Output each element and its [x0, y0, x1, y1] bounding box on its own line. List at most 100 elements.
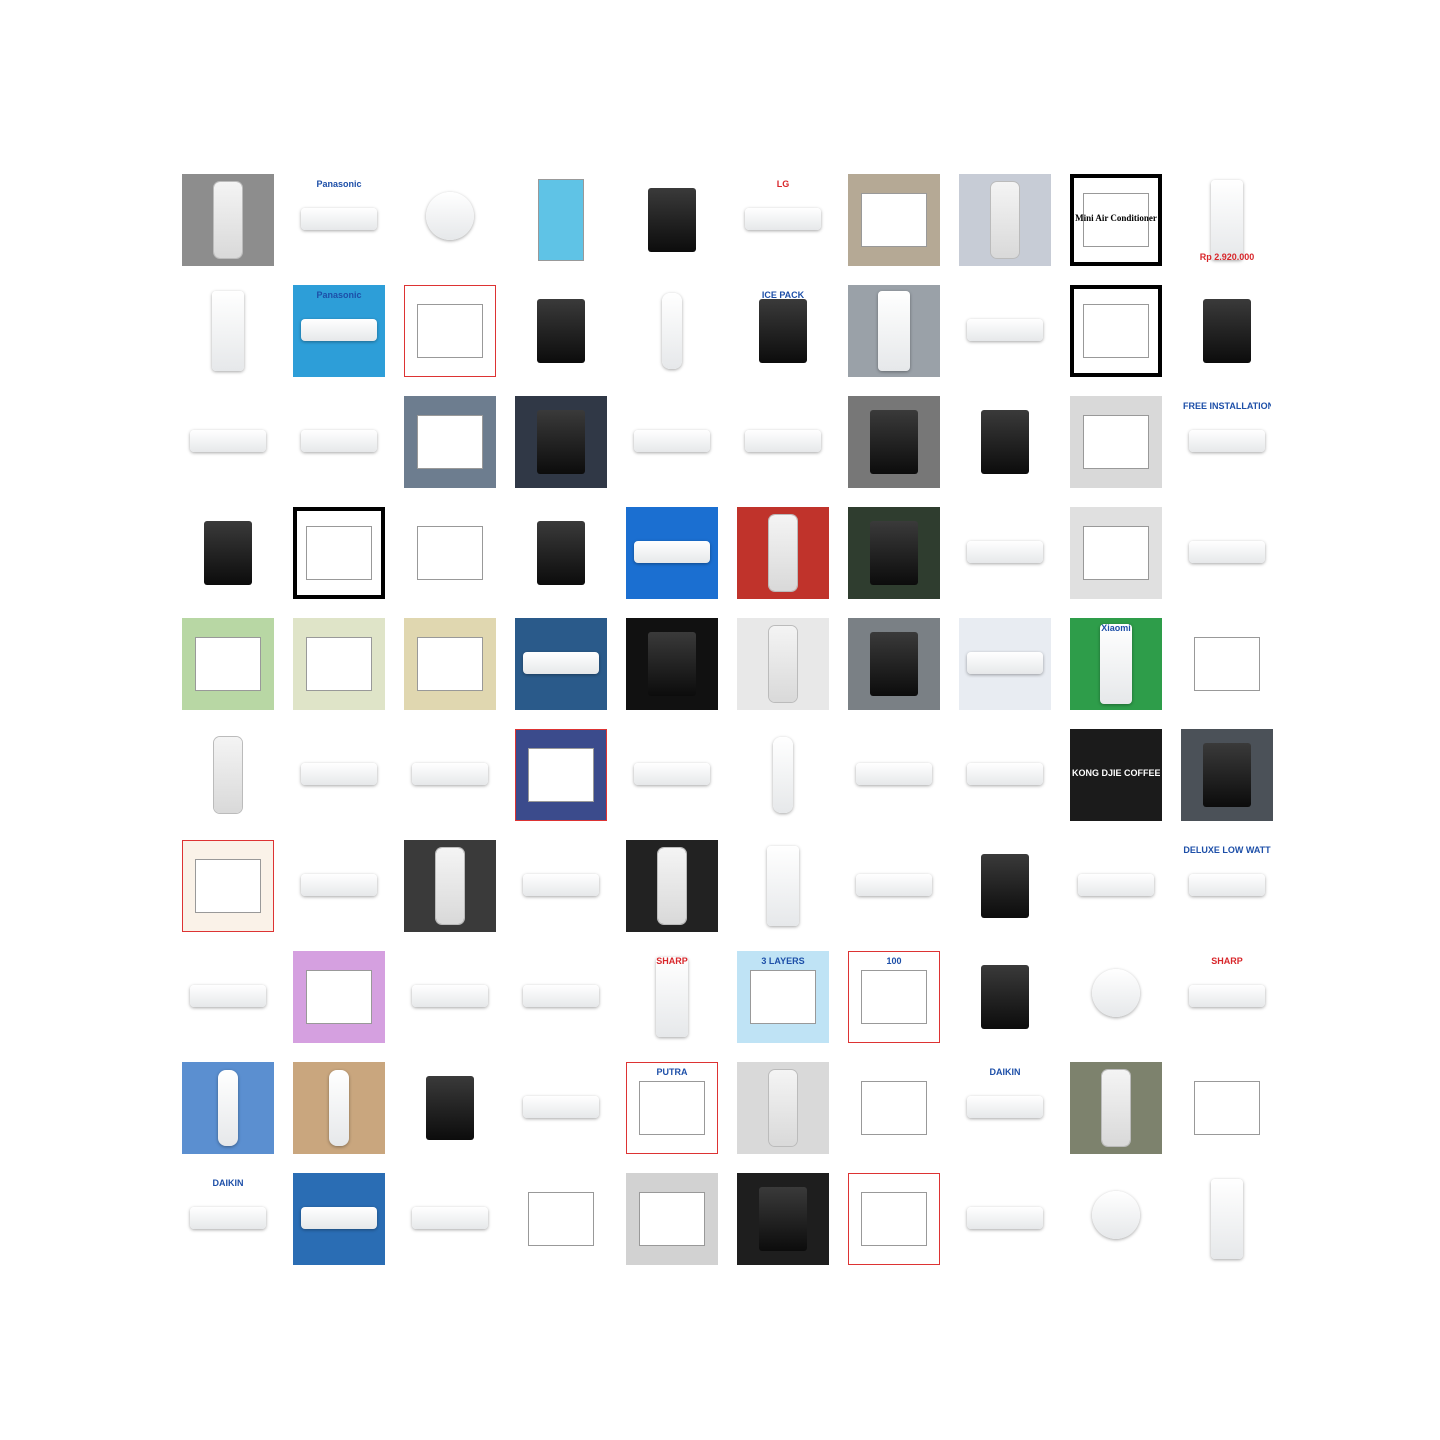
thumbnail-ac-unit-13[interactable]: [846, 838, 942, 934]
thumbnail-cube-shelf[interactable]: [624, 616, 720, 712]
thumbnail-portable-cooler[interactable]: [291, 505, 387, 601]
thumbnail-ac-unit-15[interactable]: [180, 949, 276, 1045]
thumbnail-mask-ad[interactable]: 100: [846, 949, 942, 1045]
thumbnail-ice-pack-cooler[interactable]: ICE PACK: [735, 283, 831, 379]
thumbnail-ac-unit-16[interactable]: [402, 949, 498, 1045]
thumbnail-ac-unit-18[interactable]: [957, 1171, 1053, 1267]
thumbnail-ac-remote[interactable]: [180, 172, 276, 268]
thumbnail-battery-charger[interactable]: [180, 505, 276, 601]
thumbnail-air-purifiers[interactable]: [1068, 283, 1164, 379]
thumbnail-ac-stock[interactable]: [957, 616, 1053, 712]
thumbnail-ac-unit-5[interactable]: [957, 505, 1053, 601]
thumbnail-remote-closeup[interactable]: [957, 172, 1053, 268]
thumbnail-wall-device[interactable]: [735, 616, 831, 712]
thumbnail-ac-unit-9[interactable]: [846, 727, 942, 823]
thumbnail-cabinet[interactable]: [846, 283, 942, 379]
thumbnail-wall-fan[interactable]: [1068, 949, 1164, 1045]
thumbnail-bag[interactable]: [291, 616, 387, 712]
thumbnail-ac-unit-17[interactable]: [513, 949, 609, 1045]
thumbnail-remote-dark-bg[interactable]: [624, 838, 720, 934]
thumbnail-control-panel[interactable]: [402, 616, 498, 712]
thumbnail-ac-brochure[interactable]: [624, 505, 720, 601]
thumbnail-black-fridge[interactable]: [1179, 283, 1275, 379]
thumbnail-blue-device[interactable]: [1068, 1171, 1164, 1267]
thumbnail-remotes-green[interactable]: [1068, 1060, 1164, 1156]
thumbnail-watch-ad[interactable]: [735, 1171, 831, 1267]
thumbnail-remotes-pack[interactable]: [402, 394, 498, 490]
thumbnail-sharp-portable[interactable]: SHARP: [624, 949, 720, 1045]
thumbnail-ac-spec-sheet[interactable]: [402, 283, 498, 379]
thumbnail-lg-fridge-promo[interactable]: Rp 2.920.000: [1179, 172, 1275, 268]
thumbnail-deluxe-low-watt[interactable]: DELUXE LOW WATT: [1179, 838, 1275, 934]
thumbnail-filter-tray[interactable]: [1068, 505, 1164, 601]
thumbnail-room[interactable]: [1068, 394, 1164, 490]
thumbnail-sanitizer-bottle[interactable]: [291, 1060, 387, 1156]
thumbnail-ac-unit-3[interactable]: [291, 394, 387, 490]
thumbnail-ac-unit-6[interactable]: [1179, 505, 1275, 601]
thumbnail-remote-tall[interactable]: [402, 838, 498, 934]
thumbnail-battery-pack[interactable]: [1179, 727, 1275, 823]
thumbnail-portable-ac[interactable]: [1179, 1171, 1275, 1267]
thumbnail-ac-parts[interactable]: [513, 394, 609, 490]
thumbnail-panasonic-ac-2[interactable]: Panasonic: [291, 283, 387, 379]
thumbnail-multimeter[interactable]: [957, 949, 1053, 1045]
thumbnail-ac-install[interactable]: [846, 616, 942, 712]
thumbnail-ac-refund-promo[interactable]: [291, 1171, 387, 1267]
thumbnail-bottle[interactable]: [624, 283, 720, 379]
thumbnail-ac-design[interactable]: [735, 394, 831, 490]
thumbnail-poster[interactable]: [513, 727, 609, 823]
thumbnail-ac-promo[interactable]: [513, 1060, 609, 1156]
thumbnail-mini-fans[interactable]: [291, 949, 387, 1045]
thumbnail-kong-djie-coffee[interactable]: KONG DJIE COFFEE: [1068, 727, 1164, 823]
thumbnail-ac-unit-10[interactable]: [957, 727, 1053, 823]
thumbnail-daikin-ac-2[interactable]: DAIKIN: [180, 1171, 276, 1267]
thumbnail-sharp-ac[interactable]: SHARP: [1179, 949, 1275, 1045]
thumbnail-ac-remote-pack[interactable]: [735, 505, 831, 601]
thumbnail-stickers[interactable]: [846, 1060, 942, 1156]
thumbnail-dispenser[interactable]: [957, 394, 1053, 490]
thumbnail-handheld-fan[interactable]: [402, 172, 498, 268]
thumbnail-ac-unit-7[interactable]: [291, 727, 387, 823]
thumbnail-daikin-ac[interactable]: DAIKIN: [957, 1060, 1053, 1156]
thumbnail-clamp-meter[interactable]: [402, 1060, 498, 1156]
thumbnail-thermostat[interactable]: [846, 394, 942, 490]
thumbnail-ac-unit-4[interactable]: [624, 394, 720, 490]
thumbnail-ac-in-box[interactable]: [513, 616, 609, 712]
thumbnail-ac-unit[interactable]: [957, 283, 1053, 379]
thumbnail-split-ac[interactable]: [402, 1171, 498, 1267]
thumbnail-putra-ad[interactable]: PUTRA: [624, 1060, 720, 1156]
thumbnail-tower-ac[interactable]: [735, 838, 831, 934]
thumbnail-spray-bottle[interactable]: [735, 727, 831, 823]
thumbnail-xiaomi-purifier[interactable]: Xiaomi: [1068, 616, 1164, 712]
thumbnail-ac-unit-2[interactable]: [180, 394, 276, 490]
thumbnail-remote-gray[interactable]: [735, 1060, 831, 1156]
thumbnail-phone-case[interactable]: [180, 616, 276, 712]
thumbnail-panasonic-ac[interactable]: Panasonic: [291, 172, 387, 268]
thumbnail-ac-unit-blue[interactable]: [402, 727, 498, 823]
thumbnail-ac-unit-11[interactable]: [291, 838, 387, 934]
thumbnail-mosquito-trap[interactable]: [624, 172, 720, 268]
thumbnail-ac-boxes[interactable]: [846, 172, 942, 268]
thumbnail-remote-dark[interactable]: [957, 838, 1053, 934]
thumbnail-showcase-fridge[interactable]: [180, 283, 276, 379]
thumbnail-white-boxes[interactable]: [624, 1171, 720, 1267]
thumbnail-product-sheet[interactable]: [180, 838, 276, 934]
thumbnail-tablet-in-hand[interactable]: [1179, 1060, 1275, 1156]
thumbnail-remote-in-hand[interactable]: [180, 727, 276, 823]
thumbnail-water-bottle[interactable]: [180, 1060, 276, 1156]
thumbnail-ac-unit-8[interactable]: [624, 727, 720, 823]
thumbnail-ac-unit-14[interactable]: [1068, 838, 1164, 934]
thumbnail-ac-unit-12[interactable]: [513, 838, 609, 934]
thumbnail-masks[interactable]: 3 LAYERS: [735, 949, 831, 1045]
thumbnail-glove-sheet[interactable]: [846, 1171, 942, 1267]
thumbnail-mosquito-lamp[interactable]: [513, 172, 609, 268]
thumbnail-black-fridge-2[interactable]: [513, 505, 609, 601]
thumbnail-mini-air-conditioner[interactable]: Mini Air Conditioner: [1068, 172, 1164, 268]
thumbnail-phone-case-2[interactable]: [513, 1171, 609, 1267]
thumbnail-gun-alarm-clock[interactable]: [513, 283, 609, 379]
thumbnail-chalkboard[interactable]: [846, 505, 942, 601]
thumbnail-contactor[interactable]: [1179, 616, 1275, 712]
thumbnail-lg-ac[interactable]: LG: [735, 172, 831, 268]
thumbnail-free-installation[interactable]: FREE INSTALLATION: [1179, 394, 1275, 490]
thumbnail-ac-box-red[interactable]: [402, 505, 498, 601]
